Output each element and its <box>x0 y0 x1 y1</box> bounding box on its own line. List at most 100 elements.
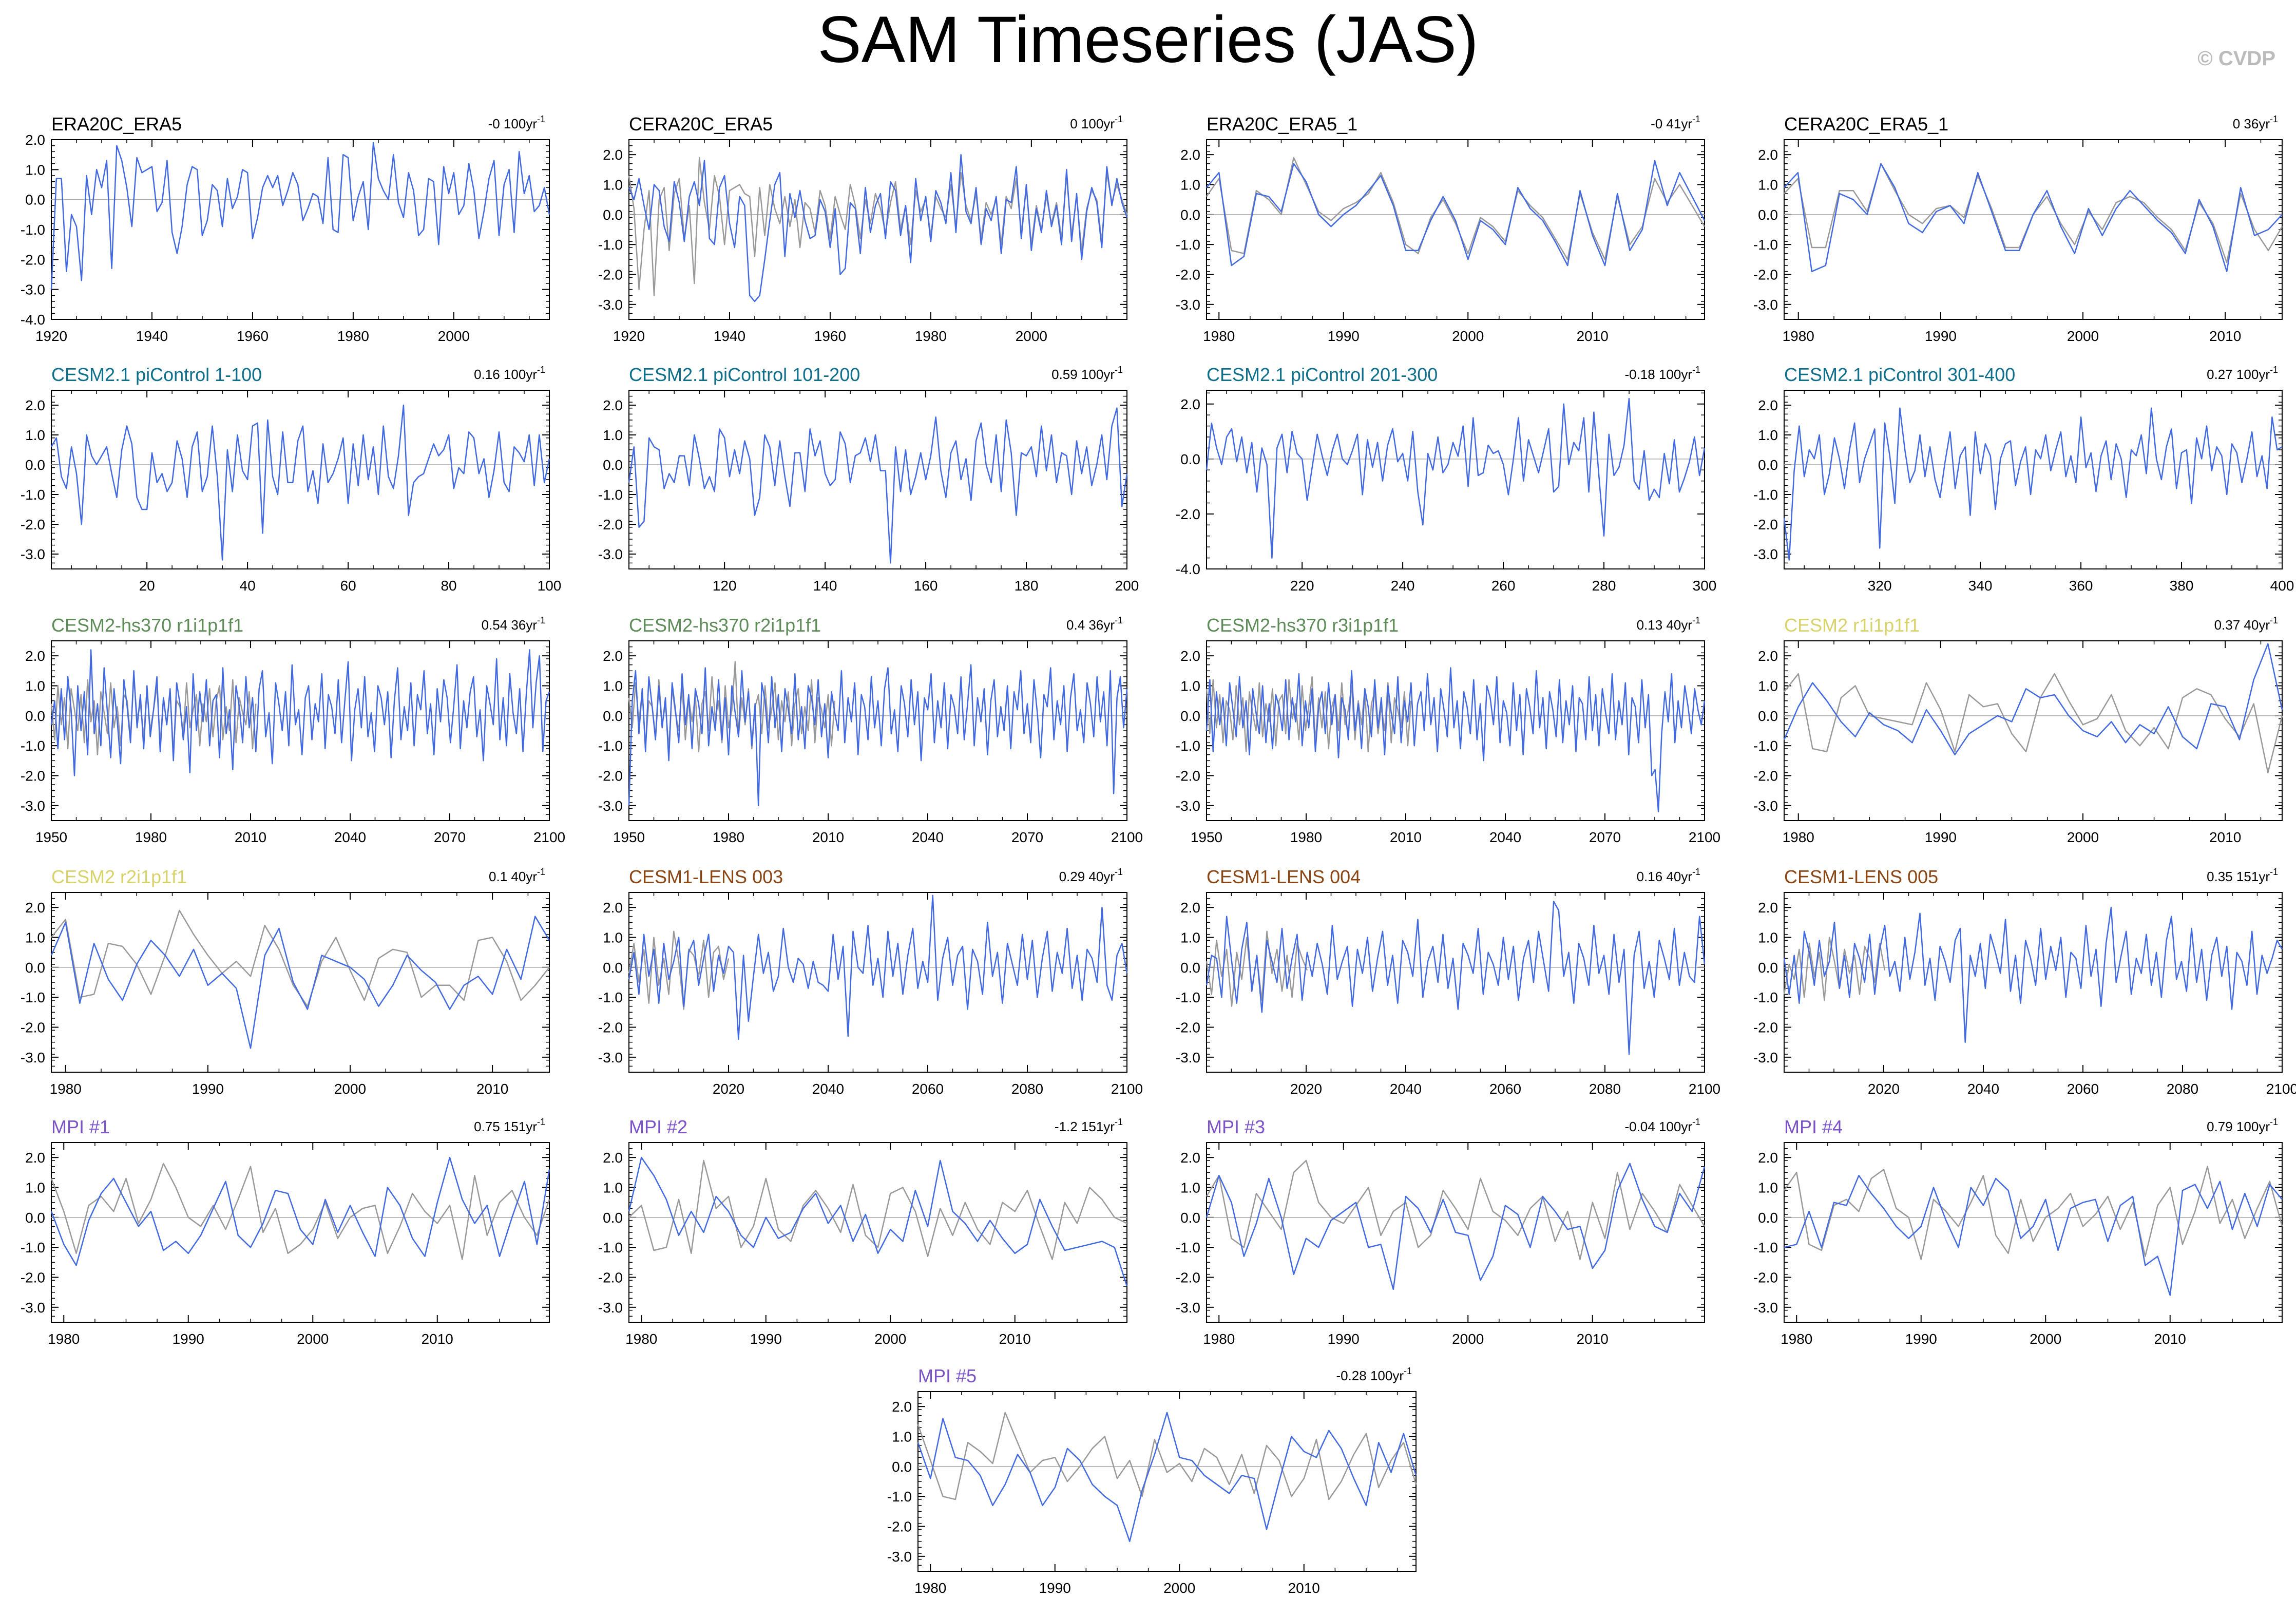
y-tick-label: -2.0 <box>21 1270 45 1286</box>
model-series-line <box>1206 901 1706 1055</box>
y-tick-label: 0.0 <box>1758 708 1778 724</box>
x-tick-label: 2080 <box>1589 1081 1621 1097</box>
x-tick-label: 1960 <box>237 328 269 344</box>
chart-panel: CESM2 r1i1p1f1 0.37 40yr-1 2.0 1.0 0.0 -1.0 -2… <box>1753 615 2283 845</box>
x-tick-label: 2010 <box>476 1081 508 1097</box>
trend-value: 0.16 100yr <box>474 367 537 382</box>
x-tick-label: 1990 <box>1039 1580 1071 1596</box>
panel-title: CESM2.1 piControl 301-400 <box>1784 364 2015 385</box>
x-tick-label: 2000 <box>2030 1331 2061 1347</box>
x-tick-label: 2000 <box>1452 1331 1484 1347</box>
x-tick-label: 1990 <box>1925 328 1957 344</box>
chart-panel: CESM2-hs370 r3i1p1f1 0.13 40yr-1 2.0 1.0 0.0… <box>1176 615 1720 845</box>
x-tick-label: 160 <box>914 578 938 594</box>
y-tick-label: -3.0 <box>21 1300 45 1316</box>
model-series-line <box>1783 643 2283 755</box>
y-tick-label: -3.0 <box>21 1050 45 1066</box>
y-tick-label: -3.0 <box>1753 798 1778 814</box>
observed-series-line <box>628 157 1128 296</box>
y-tick-label: -3.0 <box>1176 798 1200 814</box>
y-tick-label: 1.0 <box>603 1180 623 1196</box>
x-tick-label: 60 <box>340 578 356 594</box>
y-tick-label: -2.0 <box>598 1020 623 1036</box>
y-tick-label: 0.0 <box>1758 457 1778 473</box>
y-tick-label: 1.0 <box>1180 930 1200 946</box>
trend-value: -0 41yr <box>1651 116 1692 131</box>
x-tick-label: 1990 <box>1328 328 1360 344</box>
trend-label: -0 100yr-1 <box>488 114 545 131</box>
x-tick-label: 380 <box>2170 578 2194 594</box>
x-tick-label: 2010 <box>1577 1331 1609 1347</box>
y-tick-label: 2.0 <box>603 397 623 413</box>
x-tick-label: 1990 <box>173 1331 204 1347</box>
model-series-line <box>50 1156 550 1266</box>
x-tick-label: 2070 <box>1011 829 1043 845</box>
panel-title: CESM2-hs370 r1i1p1f1 <box>51 615 243 636</box>
plot-frame <box>1784 139 2283 320</box>
y-tick-label: 1.0 <box>1758 678 1778 694</box>
model-series-line <box>50 916 550 1049</box>
model-series-line <box>628 154 1128 302</box>
x-tick-label: 2010 <box>2154 1331 2186 1347</box>
x-tick-label: 200 <box>1115 578 1139 594</box>
observed-series-line <box>1206 157 1706 260</box>
trend-value: 0 100yr <box>1070 116 1115 131</box>
trend-value: 0.54 36yr <box>482 617 538 633</box>
trend-value: -0.04 100yr <box>1624 1119 1692 1134</box>
chart-panel: ERA20C_ERA5_1 -0 41yr-1 2.0 1.0 0.0 -1.0 -2.0 -… <box>1176 113 1706 344</box>
trend-exponent: -1 <box>2270 114 2278 124</box>
x-tick-label: 2060 <box>1489 1081 1521 1097</box>
x-tick-label: 2040 <box>1390 1081 1422 1097</box>
y-tick-label: 2.0 <box>1180 648 1200 664</box>
y-tick-label: 2.0 <box>603 1150 623 1166</box>
x-tick-label: 320 <box>1868 578 1892 594</box>
panel-title: CESM2-hs370 r2i1p1f1 <box>629 615 821 636</box>
x-tick-label: 260 <box>1491 578 1516 594</box>
trend-label: 0.16 40yr-1 <box>1637 867 1700 884</box>
trend-exponent: -1 <box>537 867 545 877</box>
model-series-line <box>628 895 1128 1040</box>
y-tick-label: -3.0 <box>598 1050 623 1066</box>
y-tick-label: 1.0 <box>1758 1180 1778 1196</box>
x-tick-label: 1980 <box>1203 1331 1235 1347</box>
x-tick-label: 20 <box>139 578 155 594</box>
chart-panel: CESM2-hs370 r1i1p1f1 0.54 36yr-1 2.0 1.0 0.0… <box>21 615 565 845</box>
y-tick-label: -3.0 <box>1753 1300 1778 1316</box>
x-tick-label: 1940 <box>714 328 745 344</box>
trend-label: 0.35 151yr-1 <box>2207 867 2278 884</box>
observed-series-line <box>1784 673 2283 773</box>
panel-title: CESM2.1 piControl 1-100 <box>51 364 262 385</box>
observed-series-line <box>1784 163 2283 263</box>
trend-value: 0.37 40yr <box>2214 617 2270 633</box>
panel-title: ERA20C_ERA5 <box>51 113 182 135</box>
plot-frame <box>1784 892 2283 1073</box>
y-tick-label: -1.0 <box>1176 237 1200 253</box>
y-tick-label: -1.0 <box>21 222 45 238</box>
trend-label: 0.29 40yr-1 <box>1059 867 1123 884</box>
chart-panel: CESM2.1 piControl 1-100 0.16 100yr-1 2.0 1.… <box>21 364 562 594</box>
x-tick-label: 2040 <box>1489 829 1521 845</box>
x-tick-label: 2100 <box>2266 1081 2296 1097</box>
x-tick-label: 2060 <box>2067 1081 2099 1097</box>
panel-title: MPI #3 <box>1207 1116 1265 1137</box>
chart-panel: CESM2.1 piControl 201-300 -0.18 100yr-1 2.… <box>1176 364 1717 594</box>
trend-label: 0.37 40yr-1 <box>2214 615 2278 633</box>
x-tick-label: 2000 <box>1452 328 1484 344</box>
trend-exponent: -1 <box>1115 1117 1123 1127</box>
y-tick-label: 0.0 <box>1180 451 1200 467</box>
x-tick-label: 1990 <box>1328 1331 1360 1347</box>
y-tick-label: 0.0 <box>603 708 623 724</box>
y-tick-label: 1.0 <box>1180 1180 1200 1196</box>
y-tick-label: 0.0 <box>1758 207 1778 223</box>
chart-panel: MPI #2 -1.2 151yr-12.01.00.0-1.0-2.0-3.01… <box>598 1116 1128 1347</box>
x-tick-label: 140 <box>813 578 837 594</box>
y-tick-label: -1.0 <box>887 1489 912 1505</box>
plot-frame <box>51 1142 550 1323</box>
y-tick-label: 0.0 <box>1180 1210 1200 1226</box>
trend-label: 0.13 40yr-1 <box>1637 615 1700 633</box>
x-tick-label: 1980 <box>1290 829 1322 845</box>
trend-value: -0 100yr <box>488 116 538 131</box>
trend-exponent: -1 <box>2270 615 2278 625</box>
x-tick-label: 2010 <box>999 1331 1031 1347</box>
